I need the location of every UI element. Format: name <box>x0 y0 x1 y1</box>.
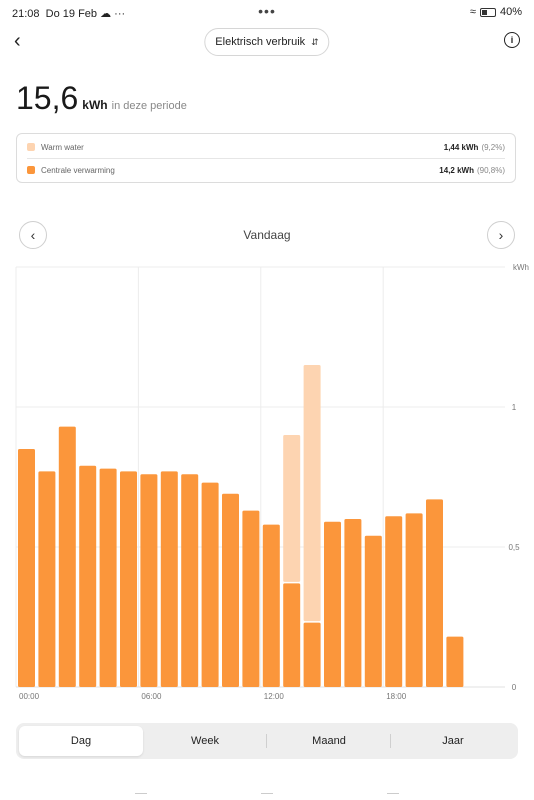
status-date: Do 19 Feb <box>45 8 98 20</box>
info-button[interactable]: i <box>504 32 520 48</box>
legend-percentage: (9,2%) <box>481 142 505 152</box>
total-suffix: in deze periode <box>111 100 187 112</box>
total-unit: kWh <box>82 98 108 112</box>
system-nav-bar <box>0 784 534 794</box>
tab-month[interactable]: Maand <box>312 735 346 747</box>
bar-central-heating <box>446 636 464 687</box>
bar-warm-water <box>283 435 301 582</box>
x-tick-label: 00:00 <box>19 692 40 701</box>
legend-amount: 1,44 kWh <box>443 142 479 152</box>
next-period-button[interactable]: › <box>487 221 515 249</box>
bar-central-heating <box>58 426 76 687</box>
bar-central-heating <box>38 471 56 687</box>
status-time: 21:08 <box>12 8 40 20</box>
total-usage: 15,6 kWh in deze periode <box>16 80 187 117</box>
legend-name: Warm water <box>41 142 84 152</box>
bar-central-heating <box>99 468 117 687</box>
previous-period-button[interactable]: ‹ <box>19 221 47 249</box>
y-axis-unit-label: kWh <box>513 263 529 272</box>
meter-selector-label: Elektrisch verbruik <box>215 36 306 48</box>
bar-central-heating <box>242 510 260 687</box>
status-indicators: ≈ 40% <box>470 6 522 18</box>
legend-item-warm-water: Warm water 1,44 kWh (9,2%) <box>27 136 505 159</box>
x-tick-label: 12:00 <box>264 692 285 701</box>
multitask-dots-icon[interactable]: ••• <box>258 3 276 19</box>
bar-central-heating <box>385 516 403 687</box>
period-tabs: Dag Week Maand Jaar <box>16 723 518 759</box>
home-icon[interactable] <box>261 793 273 794</box>
bar-central-heating <box>181 474 199 687</box>
wifi-icon: ≈ <box>469 6 476 18</box>
bar-central-heating <box>405 513 423 687</box>
recent-apps-icon[interactable] <box>135 793 147 794</box>
y-tick-label: 0 <box>512 683 517 692</box>
tab-week[interactable]: Week <box>191 735 219 747</box>
y-tick-label: 1 <box>512 403 517 412</box>
legend-amount: 14,2 kWh <box>439 165 474 175</box>
battery-level: 40% <box>499 6 522 18</box>
bar-central-heating <box>426 499 443 687</box>
meter-selector[interactable]: Elektrisch verbruik ⇵ <box>204 28 330 56</box>
bar-central-heating <box>18 449 35 687</box>
bar-central-heating <box>140 474 158 687</box>
period-navigation: ‹ Vandaag › <box>0 221 534 249</box>
y-tick-label: 0,5 <box>508 543 520 552</box>
tab-year[interactable]: Jaar <box>442 735 464 747</box>
bar-central-heating <box>364 535 382 687</box>
total-value: 15,6 <box>16 80 79 116</box>
bar-central-heating <box>344 519 362 687</box>
legend-swatch <box>27 143 35 151</box>
back-gesture-icon[interactable] <box>387 793 399 794</box>
bar-central-heating <box>201 482 219 687</box>
battery-icon <box>479 7 496 17</box>
x-tick-label: 06:00 <box>141 692 162 701</box>
bar-central-heating <box>120 471 137 687</box>
status-time-date: 21:08 Do 19 Feb ☁ ··· <box>12 7 125 20</box>
tab-day[interactable]: Dag <box>19 726 143 756</box>
cloud-icon: ☁ <box>100 8 112 20</box>
legend-name: Centrale verwarming <box>41 165 115 175</box>
legend-percentage: (90,8%) <box>476 165 505 175</box>
bar-central-heating <box>160 471 178 687</box>
legend-swatch <box>27 166 35 174</box>
chevron-up-down-icon: ⇵ <box>311 36 319 47</box>
bar-central-heating <box>79 465 97 687</box>
back-button[interactable]: ‹ <box>14 30 21 52</box>
status-bar: 21:08 Do 19 Feb ☁ ··· ••• ≈ 40% <box>0 0 534 24</box>
top-bar: ‹ Elektrisch verbruik ⇵ i <box>0 28 534 56</box>
usage-chart[interactable]: 0 0,5 1 kWh 00:00 06:00 12:00 18:00 <box>0 258 534 708</box>
bar-central-heating <box>324 521 341 687</box>
usage-legend: Warm water 1,44 kWh (9,2%) Centrale verw… <box>16 133 516 183</box>
tab-divider <box>390 734 391 748</box>
bar-central-heating <box>222 493 239 687</box>
period-label: Vandaag <box>243 228 291 242</box>
x-tick-label: 18:00 <box>386 692 407 701</box>
legend-item-central-heating: Centrale verwarming 14,2 kWh (90,8%) <box>27 159 505 181</box>
bar-central-heating <box>283 583 301 687</box>
bar-warm-water <box>303 365 321 622</box>
tab-divider <box>266 734 267 748</box>
bar-central-heating <box>303 622 321 687</box>
more-notifications-icon: ··· <box>114 8 126 20</box>
bar-central-heating <box>262 524 280 687</box>
